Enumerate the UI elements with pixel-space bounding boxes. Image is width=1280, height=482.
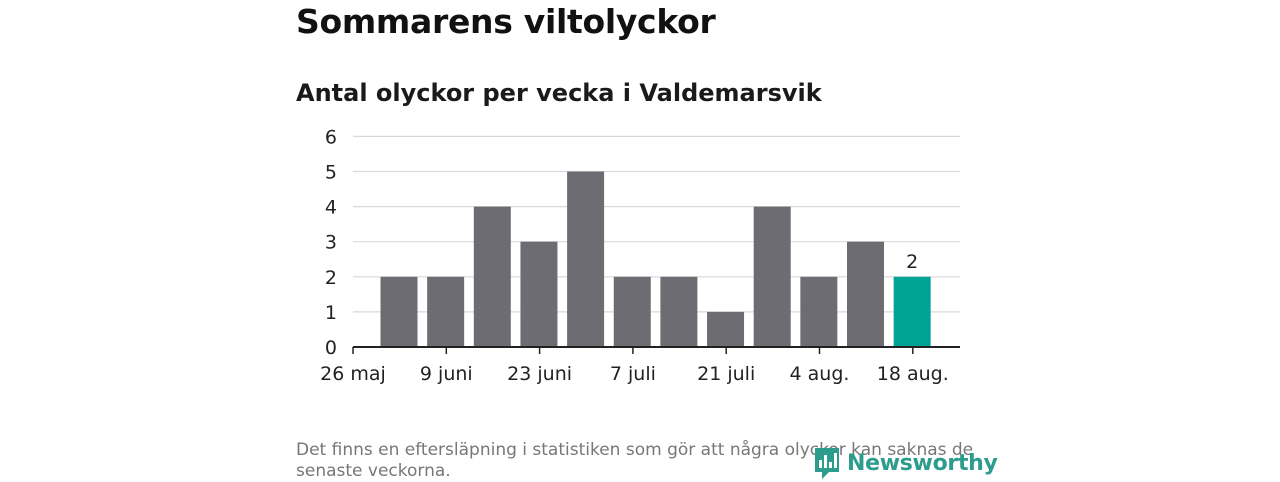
- newsworthy-logo-icon: [815, 448, 839, 479]
- y-tick-label: 1: [325, 302, 337, 324]
- brand-name: Newsworthy: [847, 450, 998, 476]
- data-labels: 2: [906, 251, 918, 273]
- newsworthy-logo: Newsworthy: [813, 446, 998, 480]
- x-axis: [352, 346, 960, 354]
- y-tick-label: 6: [325, 126, 337, 148]
- bar: [753, 206, 791, 347]
- y-tick-label: 0: [325, 337, 337, 359]
- y-axis-tick-labels: 0 1 2 3 4 5 6: [325, 126, 337, 359]
- x-tick-label: 18 aug.: [877, 363, 949, 385]
- y-tick-label: 3: [325, 232, 337, 254]
- bar: [893, 276, 931, 347]
- x-tick-label: 21 juli: [697, 363, 755, 385]
- bar: [567, 171, 605, 347]
- y-tick-label: 5: [325, 162, 337, 184]
- x-tick-label: 9 juni: [420, 363, 473, 385]
- y-tick-label: 4: [325, 197, 337, 219]
- x-tick-label: 23 juni: [507, 363, 572, 385]
- bar: [613, 276, 651, 347]
- data-label: 2: [906, 251, 918, 273]
- x-tick-label: 26 maj: [320, 363, 386, 385]
- x-tick-label: 4 aug.: [790, 363, 850, 385]
- bar: [800, 276, 838, 347]
- bar: [847, 241, 884, 347]
- bars: [380, 171, 931, 347]
- chart-subtitle: Antal olyckor per vecka i Valdemarsvik: [296, 79, 822, 107]
- bar: [473, 206, 511, 347]
- bar: [427, 276, 465, 347]
- footnote: Det finns en eftersläpning i statistiken…: [296, 440, 974, 481]
- y-tick-label: 2: [325, 267, 337, 289]
- bar: [660, 276, 698, 347]
- x-axis-tick-labels: 26 maj 9 juni 23 juni 7 juli 21 juli 4 aug. 18…: [320, 363, 949, 385]
- bar: [520, 241, 558, 347]
- bar: [380, 276, 418, 347]
- bar: [707, 311, 745, 347]
- chart-title: Sommarens viltolyckor: [296, 2, 716, 41]
- bar-chart: 0 1 2 3 4 5 6 26 maj 9 juni 23 juni 7 juli 21 juli…: [320, 126, 960, 385]
- x-tick-label: 7 juli: [610, 363, 656, 385]
